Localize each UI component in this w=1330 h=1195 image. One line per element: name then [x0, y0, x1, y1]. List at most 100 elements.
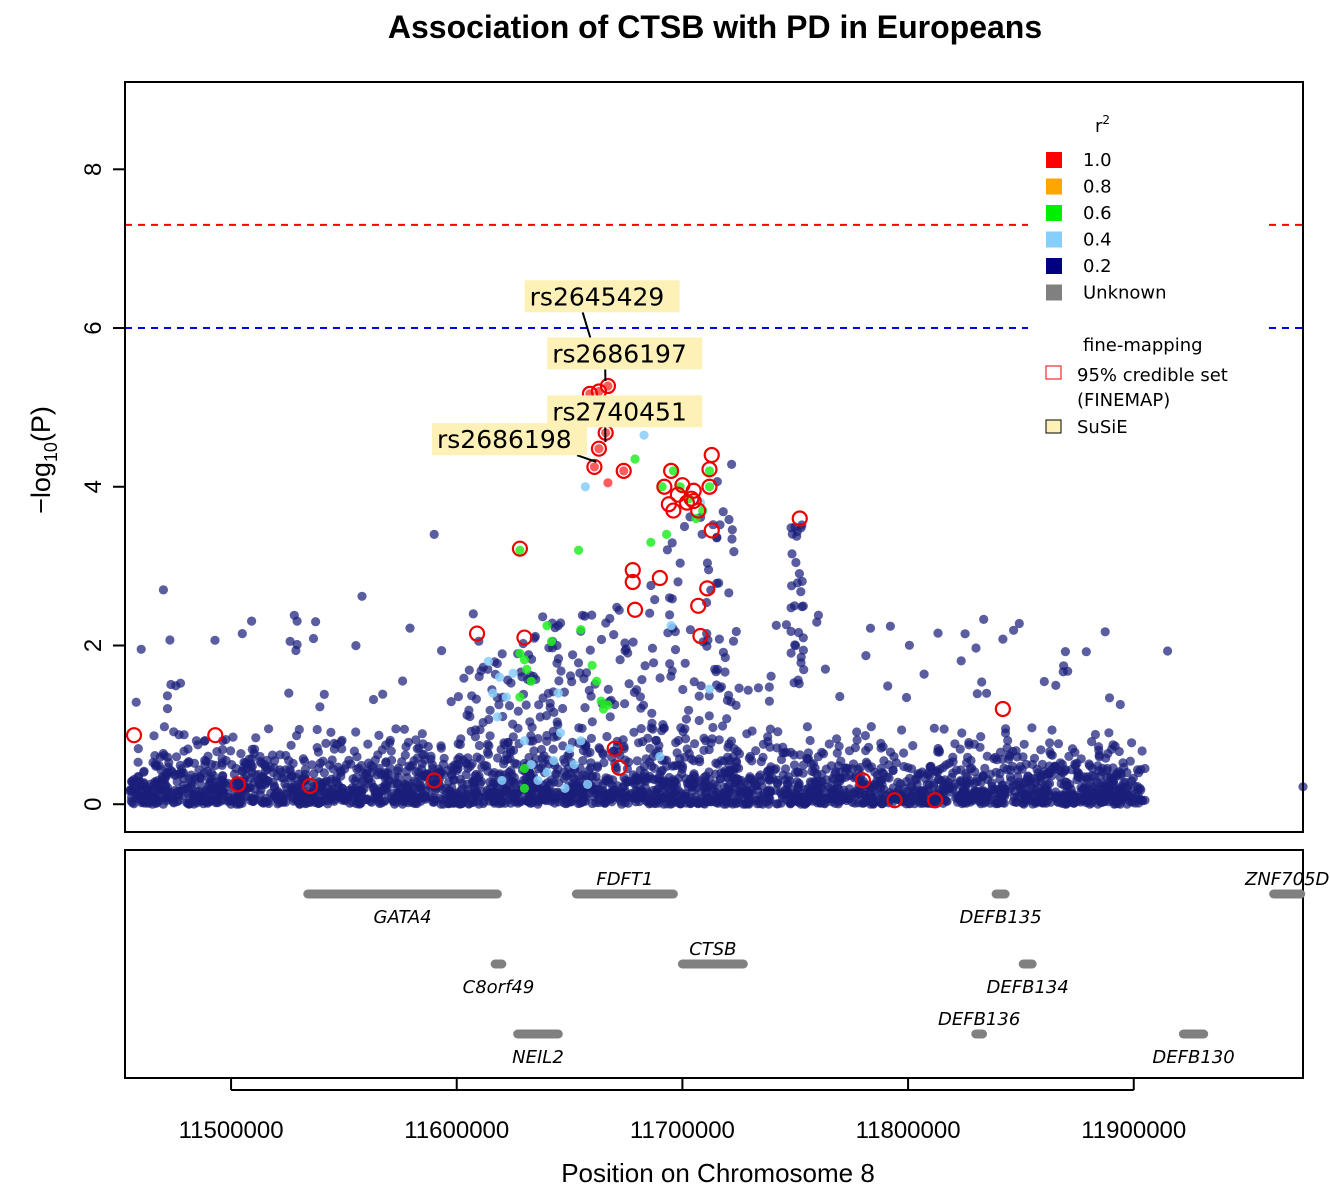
data-point	[812, 617, 822, 627]
data-point	[754, 772, 764, 782]
data-point	[765, 742, 775, 752]
gene-label: FDFT1	[596, 869, 653, 890]
data-point-r2-04	[569, 759, 579, 770]
data-point	[960, 629, 970, 639]
data-point	[533, 799, 543, 809]
data-point	[1079, 783, 1089, 793]
data-point	[273, 786, 283, 796]
data-point-r2-06	[630, 454, 640, 464]
data-point	[1097, 797, 1107, 807]
data-point	[893, 777, 903, 787]
data-point	[177, 768, 187, 778]
data-point	[666, 671, 676, 682]
data-point	[268, 777, 278, 787]
data-point	[727, 534, 737, 544]
data-point	[665, 659, 675, 669]
data-point	[587, 717, 597, 727]
dots-colored	[483, 343, 715, 793]
data-point	[319, 768, 329, 778]
data-point	[501, 786, 511, 796]
lead-snp-label: rs2740451	[552, 397, 687, 426]
data-point	[1029, 753, 1040, 763]
data-point	[790, 640, 800, 650]
data-point	[336, 771, 346, 781]
data-point	[1060, 647, 1070, 657]
legend: r2 1.0 0.8 0.6 0.4 0.2 Unknown fine-mapping 95% …	[1028, 100, 1268, 450]
data-point	[1090, 729, 1100, 740]
credible-set-circle	[586, 458, 603, 476]
y-tick-label: 2	[80, 639, 107, 652]
data-point	[807, 766, 817, 777]
data-point	[999, 785, 1009, 795]
data-point	[724, 588, 734, 598]
label-leader-line	[576, 454, 597, 463]
data-point	[982, 688, 992, 698]
data-point	[326, 784, 336, 794]
data-point	[592, 761, 602, 771]
data-point	[778, 748, 788, 758]
data-point	[145, 790, 155, 800]
data-point	[612, 602, 622, 612]
data-point	[687, 786, 697, 796]
data-point	[696, 681, 706, 691]
credible-set-circle	[683, 490, 700, 507]
data-point	[165, 635, 175, 645]
data-point	[514, 794, 525, 804]
data-point	[494, 700, 504, 710]
data-point	[911, 775, 922, 785]
data-point-r2-04	[549, 755, 559, 766]
data-point	[486, 783, 496, 794]
data-point	[171, 681, 181, 691]
data-point	[649, 658, 659, 668]
y-tick-label: 8	[80, 163, 107, 176]
data-point	[685, 625, 696, 635]
data-point	[158, 585, 168, 595]
data-point	[364, 779, 374, 789]
data-point	[634, 797, 644, 807]
data-point	[125, 785, 135, 795]
data-point-r2-04	[639, 430, 649, 440]
data-point	[1044, 761, 1054, 771]
credible-set-circle	[994, 700, 1011, 718]
data-point	[393, 763, 404, 773]
legend-label: 0.8	[1083, 177, 1112, 198]
credible-set-circle	[656, 478, 673, 495]
legend-label: 0.4	[1083, 230, 1112, 251]
data-point	[292, 639, 302, 650]
data-point	[399, 724, 409, 734]
data-point	[475, 779, 485, 789]
data-point	[907, 782, 917, 792]
legend-label: Unknown	[1083, 283, 1167, 304]
data-point	[377, 745, 387, 755]
data-point	[386, 746, 396, 756]
data-point	[548, 726, 558, 736]
data-point	[751, 746, 761, 756]
data-point	[756, 757, 766, 767]
data-point	[464, 665, 474, 675]
data-point	[172, 777, 182, 787]
data-point	[868, 797, 878, 807]
data-point	[1105, 782, 1115, 792]
data-point	[638, 700, 649, 710]
data-point	[255, 751, 265, 762]
data-point	[634, 738, 644, 748]
data-point	[987, 778, 997, 788]
data-point	[1046, 797, 1056, 807]
data-point	[530, 631, 540, 642]
plot-area	[125, 223, 1308, 809]
data-point	[591, 771, 601, 782]
data-point	[707, 797, 717, 807]
credible-set-circle	[886, 792, 903, 809]
data-point	[979, 614, 989, 625]
data-point	[1039, 676, 1049, 687]
data-point	[372, 770, 382, 780]
legend-swatch	[1046, 258, 1062, 274]
data-point	[712, 664, 723, 674]
data-point	[765, 794, 775, 804]
data-point	[885, 621, 896, 631]
data-point	[852, 727, 862, 737]
data-point-r2-06	[519, 655, 530, 665]
data-point-r2-10	[603, 478, 613, 488]
data-point	[794, 569, 805, 579]
data-point	[384, 776, 394, 786]
